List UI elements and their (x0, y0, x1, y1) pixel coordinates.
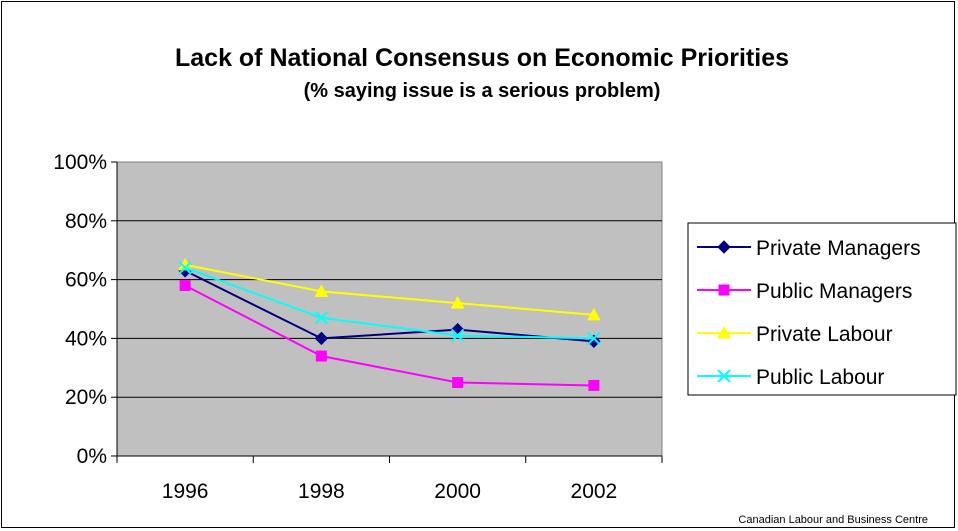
chart-subtitle: (% saying issue is a serious problem) (304, 80, 661, 102)
data-point (314, 284, 329, 297)
data-point (179, 279, 191, 291)
source-note: Canadian Labour and Business Centre (738, 514, 928, 526)
y-tick-label: 60% (65, 269, 107, 292)
legend-marker (717, 325, 731, 339)
legend: Private Managers Public Managers Private L… (687, 222, 957, 396)
y-tick-label: 80% (65, 210, 107, 233)
legend-item: Public Labour (697, 366, 884, 389)
data-point (452, 377, 464, 388)
x-tick-label: 1996 (162, 480, 209, 503)
legend-marker (718, 284, 730, 296)
series-public-labour (178, 261, 601, 346)
legend-box (687, 222, 957, 396)
x-tick-label: 1998 (298, 480, 345, 503)
y-tick-label: 0% (77, 445, 107, 468)
y-axis-ticks: 0% 20% 40% 60% 80% 100% (53, 151, 117, 468)
data-point (450, 296, 465, 309)
x-axis-ticks: 1996 1998 2000 2002 (116, 456, 663, 503)
series-layer (178, 257, 601, 391)
data-point (587, 331, 601, 346)
data-point (314, 311, 329, 325)
legend-marker (717, 240, 731, 254)
data-point (450, 328, 465, 343)
data-point (587, 307, 601, 321)
data-point (178, 261, 192, 275)
series-line (184, 266, 594, 340)
data-point (588, 379, 600, 391)
y-tick-label: 40% (65, 327, 107, 350)
legend-item: Private Managers (697, 237, 921, 260)
legend-item: Public Managers (697, 280, 912, 303)
chart-title: Lack of National Consensus on Economic P… (175, 44, 789, 72)
legend-label: Private Labour (756, 323, 893, 346)
series-private-labour (178, 257, 601, 321)
series-public-managers (179, 279, 600, 391)
data-point (314, 331, 329, 346)
legend-label: Private Managers (756, 237, 921, 260)
series-line (184, 263, 594, 316)
y-tick-label: 100% (53, 151, 107, 174)
x-tick-label: 2000 (434, 480, 481, 503)
legend-label: Public Managers (756, 280, 912, 303)
series-line (184, 284, 594, 387)
series-line (184, 269, 594, 343)
legend-marker (717, 369, 731, 383)
plot-area (116, 161, 663, 457)
x-tick-label: 2002 (571, 480, 618, 503)
y-tick-label: 20% (65, 386, 107, 409)
legend-label: Public Labour (756, 366, 884, 389)
data-point (315, 350, 327, 362)
legend-item: Private Labour (697, 323, 893, 346)
